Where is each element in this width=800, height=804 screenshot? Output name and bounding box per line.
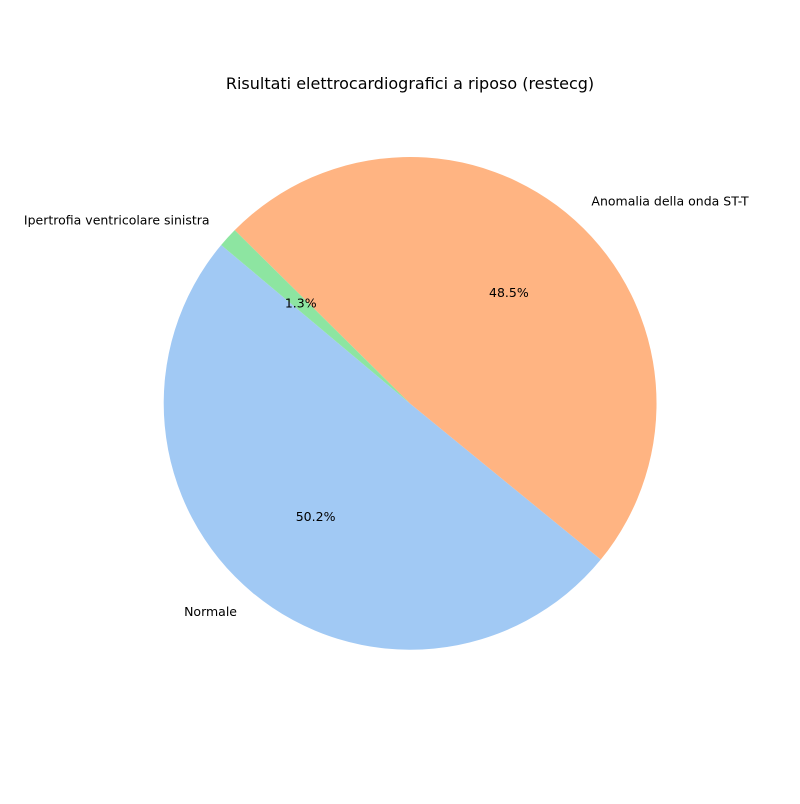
slice-label-normale: Normale	[184, 604, 237, 619]
slice-label-ipertrofia-ventricolare-sinistra: Ipertrofia ventricolare sinistra	[24, 212, 210, 227]
slice-percent-normale: 50.2%	[296, 509, 336, 524]
pie-labels: Normale 50.2% Anomalia della onda ST-T 48.5…	[24, 193, 749, 618]
slice-percent-anomalia-della-onda-st-t: 48.5%	[489, 285, 529, 300]
pie-slices	[163, 156, 657, 650]
slice-percent-ipertrofia-ventricolare-sinistra: 1.3%	[285, 295, 317, 310]
pie-slice-normale	[163, 245, 601, 650]
pie-slice-anomalia-della-onda-st-t	[234, 156, 657, 560]
slice-label-anomalia-della-onda-st-t: Anomalia della onda ST-T	[591, 193, 749, 208]
chart-title: Risultati elettrocardiografici a riposo …	[226, 74, 594, 93]
pie-slice-ipertrofia-ventricolare-sinistra	[221, 230, 410, 404]
